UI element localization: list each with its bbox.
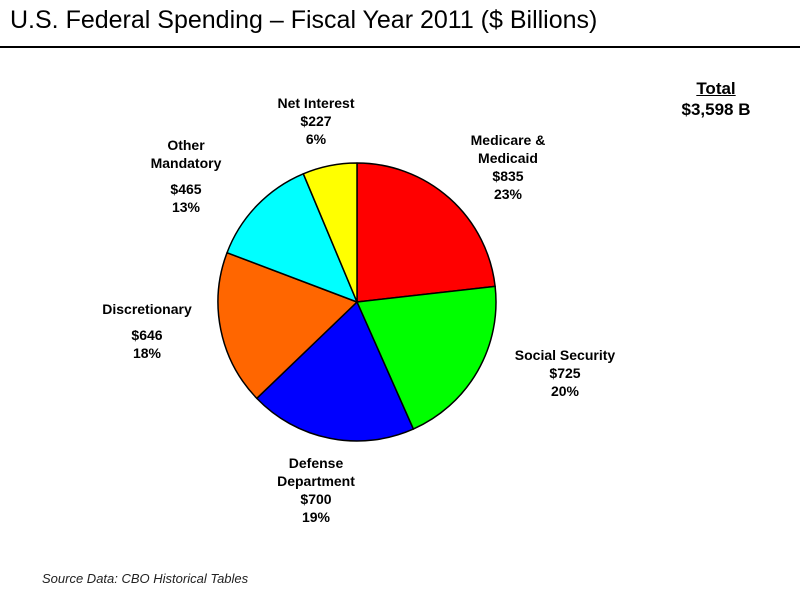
slice-percent: 18% [132,345,162,361]
slice-label-net-interest: Net Interest $227 6% [266,94,366,148]
pie-slice-social-security [356,285,497,430]
slice-value: $725 [549,365,581,381]
slice-value: $227 [300,113,332,129]
slice-name-line: Medicare & [470,132,546,148]
slice-percent: 19% [301,509,331,525]
slice-label-social-security: Social Security $725 20% [500,346,630,400]
slice-name-line: Social Security [514,347,616,363]
slice-percent: 6% [305,131,327,147]
slice-name-line: Mandatory [150,155,222,171]
chart-title: U.S. Federal Spending – Fiscal Year 2011… [10,6,598,34]
slice-name-line: Medicaid [478,150,538,166]
total-label: Total [696,79,736,98]
slice-label-other-mandatory: Other Mandatory $465 13% [136,136,236,216]
slice-percent: 20% [550,383,580,399]
pie-slice-other-mandatory [226,173,358,303]
slice-label-discretionary: Discretionary $646 18% [82,300,212,362]
pie-slice-net-interest [302,162,358,303]
slice-value: $465 [170,181,202,197]
slice-name-line: Defense [288,455,344,471]
total-box: Total $3,598 B [656,78,776,120]
slice-label-defense: Defense Department $700 19% [256,454,376,526]
slice-percent: 13% [171,199,201,215]
total-value: $3,598 B [681,100,751,119]
slice-value: $646 [131,327,163,343]
pie-slice-medicare [356,162,496,303]
title-divider [0,46,800,48]
slice-label-medicare: Medicare & Medicaid $835 23% [448,131,568,203]
slice-name-line: Department [277,473,355,489]
slice-name-line: Other [167,137,205,153]
source-note: Source Data: CBO Historical Tables [42,571,249,586]
slice-value: $835 [492,168,524,184]
slice-name-line: Net Interest [277,95,355,111]
slice-name-line: Discretionary [102,301,192,317]
slice-value: $700 [300,491,332,507]
pie-slice-defense [256,301,415,442]
slice-percent: 23% [493,186,523,202]
